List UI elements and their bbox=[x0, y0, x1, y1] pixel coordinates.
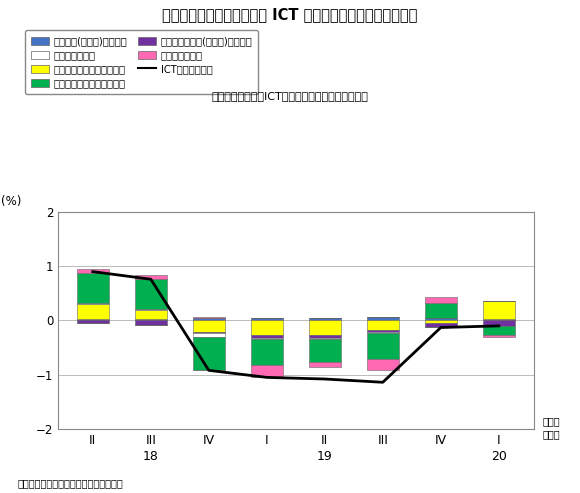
Bar bbox=[251, 365, 283, 378]
Bar bbox=[77, 319, 109, 320]
Bar bbox=[425, 303, 456, 317]
Bar bbox=[309, 339, 341, 362]
Bar bbox=[425, 317, 456, 318]
Bar bbox=[367, 359, 398, 370]
Text: 18: 18 bbox=[143, 450, 159, 462]
Bar bbox=[483, 319, 515, 320]
Text: (%): (%) bbox=[1, 195, 21, 208]
Bar bbox=[483, 326, 515, 335]
Bar bbox=[251, 320, 283, 335]
Bar bbox=[425, 322, 456, 327]
Bar bbox=[483, 301, 515, 319]
Bar bbox=[77, 270, 109, 273]
Bar bbox=[251, 338, 283, 339]
Text: （年）: （年） bbox=[542, 429, 560, 439]
Text: 20: 20 bbox=[491, 450, 507, 462]
Bar bbox=[193, 333, 225, 337]
Bar bbox=[135, 279, 167, 309]
Bar bbox=[483, 335, 515, 337]
Bar bbox=[309, 362, 341, 367]
Text: （出所）財務省「貿易統計」から作成。: （出所）財務省「貿易統計」から作成。 bbox=[17, 478, 123, 488]
Bar bbox=[135, 319, 167, 320]
Bar bbox=[309, 318, 341, 320]
Bar bbox=[77, 303, 109, 304]
Bar bbox=[425, 318, 456, 320]
Bar bbox=[367, 320, 398, 330]
Bar bbox=[251, 339, 283, 365]
Bar bbox=[77, 320, 109, 322]
Bar bbox=[193, 320, 225, 332]
Bar bbox=[135, 320, 167, 325]
Bar bbox=[309, 335, 341, 338]
Bar bbox=[77, 273, 109, 303]
Bar bbox=[309, 320, 341, 335]
Bar bbox=[309, 338, 341, 339]
Bar bbox=[367, 333, 398, 359]
Bar bbox=[193, 337, 225, 370]
Bar bbox=[77, 304, 109, 319]
Bar bbox=[425, 297, 456, 303]
Bar bbox=[193, 317, 225, 318]
Text: （期）: （期） bbox=[542, 417, 560, 426]
Text: 19: 19 bbox=[317, 450, 333, 462]
Bar bbox=[425, 320, 456, 322]
Bar bbox=[251, 318, 283, 320]
Bar bbox=[135, 310, 167, 319]
Bar bbox=[193, 332, 225, 333]
Bar bbox=[135, 309, 167, 310]
Bar bbox=[367, 317, 398, 320]
Text: 輸出総額に占めるICT関連輸出（品目別）の寄与度: 輸出総額に占めるICT関連輸出（品目別）の寄与度 bbox=[212, 91, 368, 101]
Legend: 電算機類(含部品)・寄与度, 通信機・寄与度, 半導体等電子部品・寄与度, 半導体等製造装置・寄与度, 音響・映像機器(含部品)・寄与度, その他・寄与度, I: 電算機類(含部品)・寄与度, 通信機・寄与度, 半導体等電子部品・寄与度, 半導… bbox=[25, 30, 259, 94]
Bar bbox=[367, 332, 398, 333]
Bar bbox=[135, 275, 167, 279]
Text: 図表８　輸出総額に占める ICT 関連輸出（品目別）の寄与度: 図表８ 輸出総額に占める ICT 関連輸出（品目別）の寄与度 bbox=[162, 7, 418, 22]
Bar bbox=[251, 335, 283, 338]
Bar bbox=[367, 330, 398, 332]
Bar bbox=[483, 320, 515, 326]
Bar bbox=[193, 318, 225, 320]
